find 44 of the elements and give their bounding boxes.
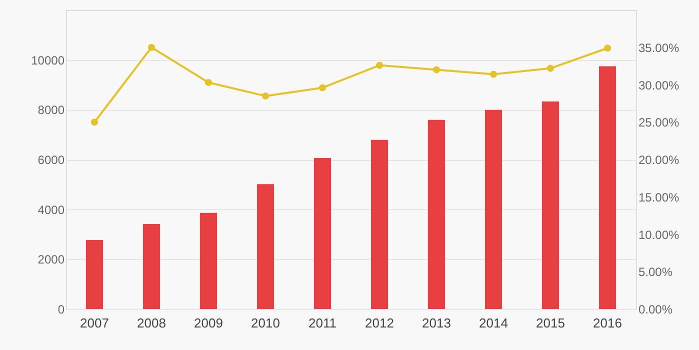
y-tick-label: 8000 [38,103,65,118]
y2-tick-label: 35.00% [638,40,680,55]
bar [484,110,502,309]
point [546,64,554,72]
x-tick-label: 2013 [422,316,451,330]
bar [542,101,560,309]
y-tick-label: 10000 [31,53,65,68]
point [90,118,98,126]
x-tick-label: 2015 [536,316,565,330]
x-tick-label: 2014 [479,316,508,330]
y-tick-label: 0 [58,302,65,316]
y-tick-label: 2000 [38,252,65,267]
y-tick-label: 4000 [38,202,65,217]
x-tick-label: 2016 [593,316,622,330]
point [432,66,440,74]
y-tick-label: 6000 [38,153,65,167]
x-tick-label: 2010 [251,316,280,330]
x-tick-label: 2009 [194,316,223,330]
bar [314,158,332,309]
x-tick-label: 2007 [80,316,109,330]
x-tick-label: 2008 [137,316,166,330]
point [604,44,612,52]
point [204,78,212,86]
bar [428,120,446,309]
bar [142,224,160,309]
point [376,62,384,69]
bar [86,240,104,309]
y2-tick-label: 25.00% [638,116,680,130]
y2-tick-label: 30.00% [638,78,680,92]
bar [200,212,218,309]
bar [370,140,388,309]
bar [256,184,274,309]
point [490,70,498,78]
y2-tick-label: 10.00% [638,228,680,242]
point [318,84,326,92]
y2-tick-label: 15.00% [638,190,680,204]
x-tick-label: 2012 [365,316,394,330]
y2-tick-label: 5.00% [638,265,673,280]
x-tick-label: 2011 [308,316,336,330]
y2-tick-label: 0.00% [638,302,673,316]
point [262,92,270,100]
bar [598,66,616,309]
point [148,44,156,51]
y2-tick-label: 20.00% [638,153,680,167]
